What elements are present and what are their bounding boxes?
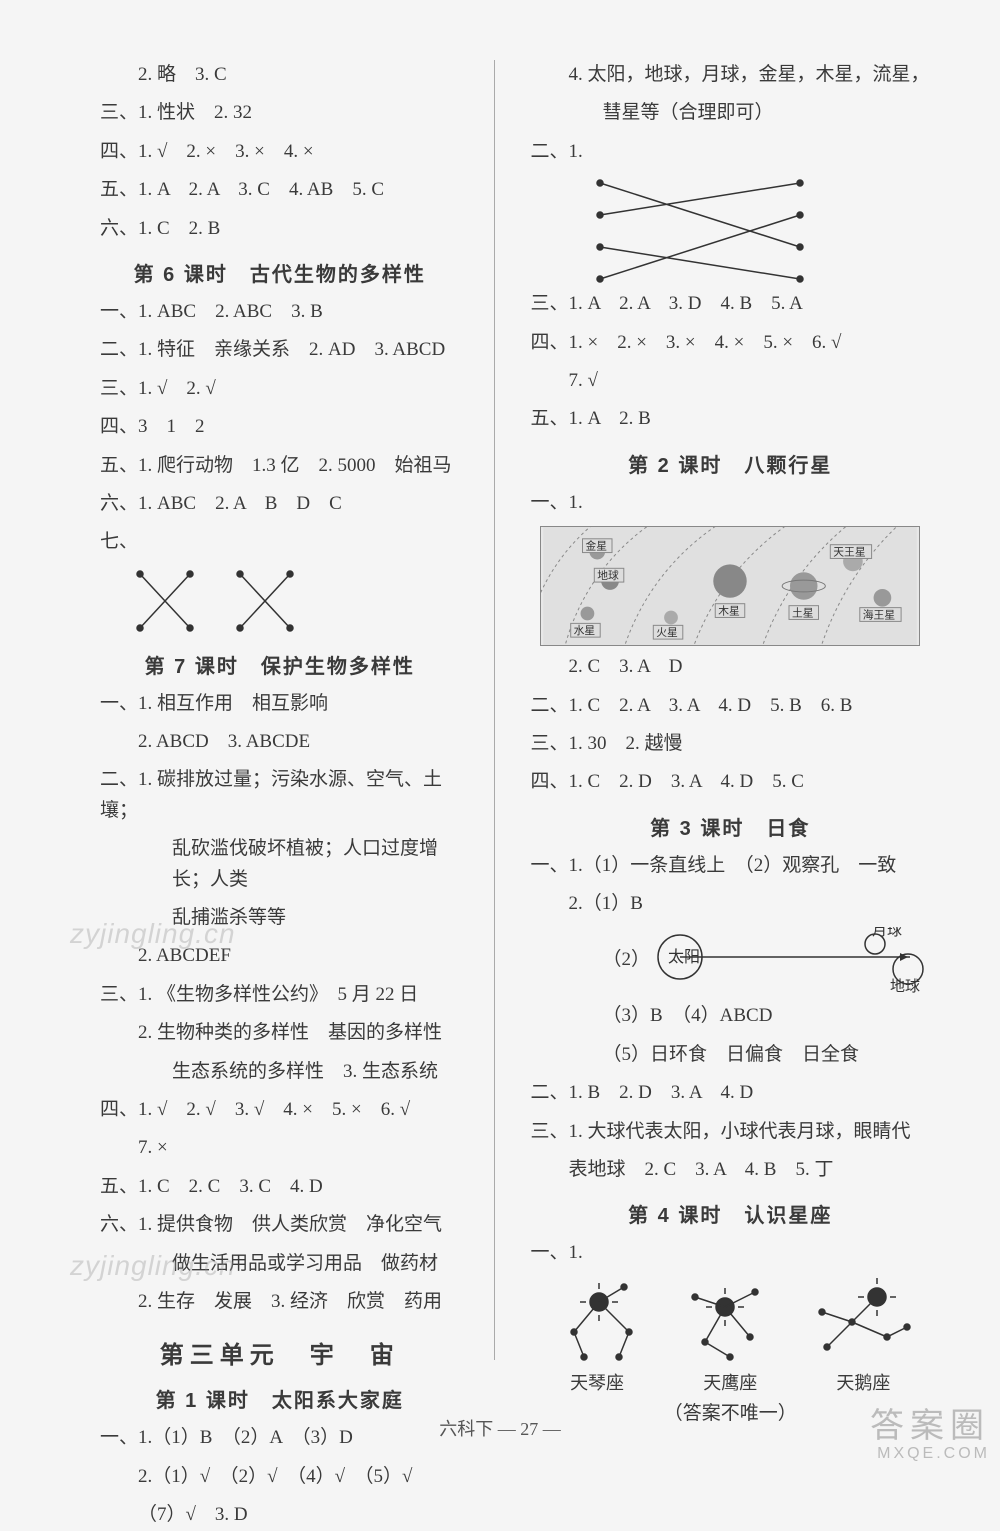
answer-line: 二、1. [530, 137, 930, 167]
svg-text:水星: 水星 [574, 624, 596, 637]
brand-watermark: 答案圈 MXQE.COM [870, 1408, 990, 1463]
answer-line: 三、1. 性状 2. 32 [100, 98, 459, 128]
constellation-row [540, 1277, 930, 1367]
svg-text:天王星: 天王星 [834, 546, 867, 559]
answer-line: 三、1. A 2. A 3. D 4. B 5. A [530, 289, 930, 319]
answer-line: 四、1. √ 2. √ 3. √ 4. × 5. × 6. √ [100, 1095, 459, 1125]
svg-text:地球: 地球 [890, 978, 920, 993]
answer-line: 五、1. C 2. C 3. C 4. D [100, 1172, 459, 1202]
brand-url: MXQE.COM [870, 1445, 990, 1463]
answer-line: 表地球 2. C 3. A 4. B 5. 丁 [530, 1155, 930, 1185]
answer-line: 五、1. A 2. B [530, 404, 930, 434]
answer-line: 乱砍滥伐破坏植被；人口过度增长；人类 [100, 834, 459, 895]
paren-label: （2） [602, 945, 650, 975]
constellation-label: 天鹰座 [703, 1369, 757, 1395]
answer-line: 2. ABCDEF [100, 941, 459, 971]
answer-line: 4. 太阳，地球，月球，金星，木星，流星， [530, 60, 930, 90]
planet-diagram: 金星 地球 水星 火星 木星 土星 天王星 海王星 [530, 526, 930, 652]
answer-line: 二、1. C 2. A 3. A 4. D 5. B 6. B [530, 691, 930, 721]
answer-line: 二、1. 碳排放过量；污染水源、空气、土壤； [100, 765, 459, 826]
answer-line: 二、1. B 2. D 3. A 4. D [530, 1078, 930, 1108]
answer-line: 六、1. ABC 2. A B D C [100, 489, 459, 519]
answer-line: 一、1. [530, 1238, 930, 1268]
answer-line: 二、1. 特征 亲缘关系 2. AD 3. ABCD [100, 335, 459, 365]
lesson-title: 第 3 课时 日食 [530, 812, 930, 841]
constellation-label: 天琴座 [570, 1369, 624, 1395]
answer-line: 一、1.（1）一条直线上 （2）观察孔 一致 [530, 851, 930, 881]
answer-line: （7）√ 3. D [100, 1500, 459, 1530]
lesson-title: 第 2 课时 八颗行星 [530, 449, 930, 478]
answer-line: （5）日环食 日偏食 日全食 [530, 1040, 930, 1070]
answer-line: 五、1. 爬行动物 1.3 亿 2. 5000 始祖马 [100, 451, 459, 481]
brand-text: 答案圈 [870, 1408, 990, 1445]
constellation-label: 天鹅座 [836, 1369, 890, 1395]
svg-text:太阳: 太阳 [668, 948, 700, 966]
answer-line: 四、1. √ 2. × 3. × 4. × [100, 137, 459, 167]
answer-line: 一、1. 相互作用 相互影响 [100, 689, 459, 719]
right-column: 4. 太阳，地球，月球，金星，木星，流星， 彗星等（合理即可） 二、1. 三、1… [530, 60, 930, 1360]
matching-diagram [590, 175, 930, 285]
answer-line: 三、1. 《生物多样性公约》 5 月 22 日 [100, 980, 459, 1010]
answer-line: 四、3 1 2 [100, 412, 459, 442]
answer-line: 乱捕滥杀等等 [100, 903, 459, 933]
constellation-labels: 天琴座 天鹰座 天鹅座 [530, 1369, 930, 1395]
matching-diagram [130, 566, 459, 636]
answer-line: 7. √ [530, 366, 930, 396]
answer-line: 2. C 3. A D [530, 652, 930, 682]
svg-text:火星: 火星 [657, 626, 679, 639]
answer-line: （3）B （4）ABCD [530, 1001, 930, 1031]
answer-line: 三、1. √ 2. √ [100, 374, 459, 404]
answer-line: 2.（1）√ （2）√ （4）√ （5）√ [100, 1462, 459, 1492]
column-divider [494, 60, 495, 1360]
svg-text:木星: 木星 [719, 605, 741, 618]
lesson-title: 第 1 课时 太阳系大家庭 [100, 1384, 459, 1413]
lesson-title: 第 4 课时 认识星座 [530, 1199, 930, 1228]
lesson-title: 第 6 课时 古代生物的多样性 [100, 258, 459, 287]
page-footer: 六科下 — 27 — [0, 1415, 1000, 1441]
answer-line: 2. 生存 发展 3. 经济 欣赏 药用 [100, 1287, 459, 1317]
answer-line: 2. 略 3. C [100, 60, 459, 90]
unit-title: 第三单元 宇 宙 [100, 1335, 459, 1370]
svg-text:地球: 地球 [598, 568, 620, 582]
answer-line: 六、1. 提供食物 供人类欣赏 净化空气 [100, 1210, 459, 1240]
answer-line: 六、1. C 2. B [100, 214, 459, 244]
answer-line: 2. 生物种类的多样性 基因的多样性 [100, 1018, 459, 1048]
constellation-aquila [680, 1277, 780, 1367]
answer-line: 一、1. [530, 488, 930, 518]
left-column: 2. 略 3. C 三、1. 性状 2. 32 四、1. √ 2. × 3. ×… [100, 60, 459, 1360]
eclipse-row: （2） 太阳 月球 地球 [530, 927, 930, 993]
answer-line: 三、1. 30 2. 越慢 [530, 729, 930, 759]
answer-line: 彗星等（合理即可） [530, 98, 930, 128]
answer-line: 五、1. A 2. A 3. C 4. AB 5. C [100, 175, 459, 205]
answer-line: 四、1. × 2. × 3. × 4. × 5. × 6. √ [530, 328, 930, 358]
eclipse-diagram: 太阳 月球 地球 [650, 927, 930, 993]
constellation-lyra [554, 1277, 654, 1367]
answer-line: 生态系统的多样性 3. 生态系统 [100, 1057, 459, 1087]
svg-text:土星: 土星 [792, 607, 814, 620]
svg-text:金星: 金星 [586, 539, 608, 553]
lesson-title: 第 7 课时 保护生物多样性 [100, 650, 459, 679]
answer-line: 三、1. 大球代表太阳，小球代表月球，眼睛代 [530, 1117, 930, 1147]
answer-line: 做生活用品或学习用品 做药材 [100, 1249, 459, 1279]
answer-line: 7. × [100, 1133, 459, 1163]
answer-line: 2. ABCD 3. ABCDE [100, 727, 459, 757]
answer-line: 四、1. C 2. D 3. A 4. D 5. C [530, 767, 930, 797]
svg-text:月球: 月球 [872, 927, 902, 939]
answer-line: 七、 [100, 527, 459, 557]
svg-text:海王星: 海王星 [863, 608, 896, 622]
answer-line: 2.（1）B [530, 889, 930, 919]
constellation-cygnus [807, 1277, 917, 1367]
answer-line: 一、1. ABC 2. ABC 3. B [100, 297, 459, 327]
